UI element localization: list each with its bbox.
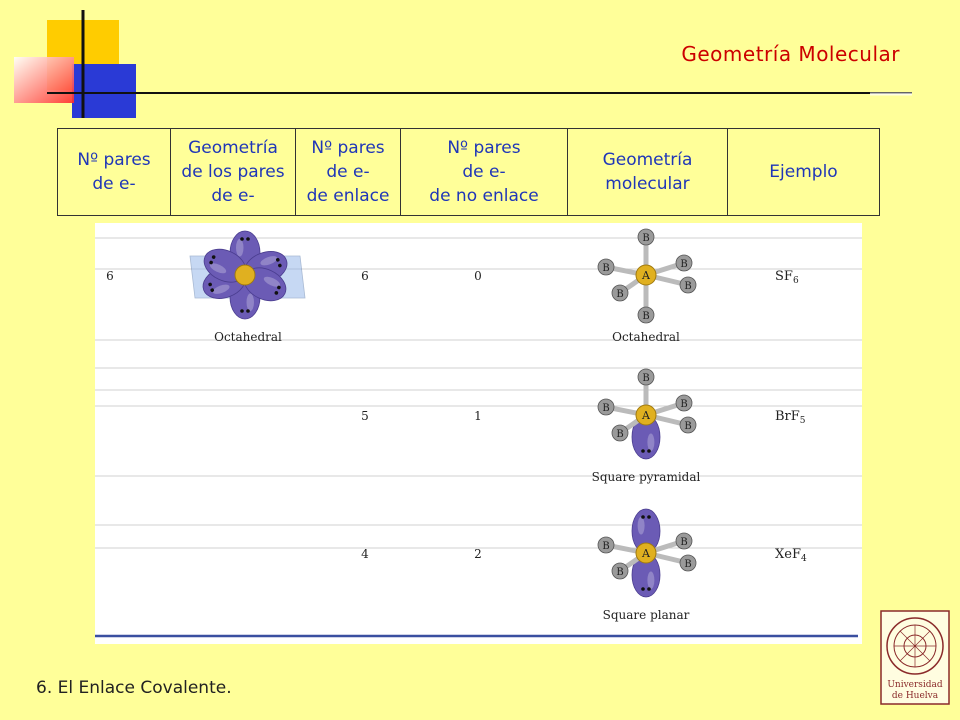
electron-dot: [208, 282, 212, 287]
outer-atom-b: [675, 532, 693, 550]
molecule-square-planar: AB BBB: [597, 508, 697, 598]
central-atom-a: [635, 264, 657, 286]
electron-dot: [240, 309, 244, 313]
electron-dot: [211, 255, 216, 259]
molecule-square-pyramidal: ABB BBB: [597, 368, 697, 460]
header-example: Ejemplo: [728, 128, 880, 216]
cell-example: XeF4: [775, 547, 807, 564]
outer-atom-b: [675, 394, 693, 412]
outer-atom-b: [679, 554, 697, 572]
deco-red-square: [14, 57, 74, 103]
outer-atom-b: [611, 284, 629, 302]
outer-atom-label: B: [616, 429, 623, 440]
slide-footer: 6. El Enlace Covalente.: [36, 678, 232, 698]
electron-dot: [647, 587, 651, 591]
cell-bonding-pairs: 6: [361, 269, 369, 283]
outer-atom-label: B: [642, 233, 649, 244]
cell-example: SF6: [775, 269, 799, 286]
geometry-table-panel: A B B B B B B A B B B B B A B B B B 6 Octahedral 6 0 Octahedra…: [95, 223, 862, 644]
outer-atom-label: B: [602, 263, 609, 274]
central-atom-label: A: [641, 269, 651, 282]
cell-example-subscript: 5: [800, 416, 806, 426]
table-header: Nº pares de e- Geometría de los pares de e-…: [57, 128, 880, 216]
university-seal-logo: Universidad de Huelva: [880, 610, 950, 705]
cell-nonbonding-pairs: 0: [474, 269, 482, 283]
electron-dot: [278, 263, 282, 268]
outer-atom-label: B: [680, 399, 687, 410]
outer-atom-b: [637, 228, 655, 246]
electron-dot: [276, 258, 280, 262]
outer-atom-label: B: [680, 259, 687, 270]
electron-dot: [240, 237, 244, 241]
outer-atom-label: B: [642, 373, 649, 384]
header-molecular-geometry: Geometría molecular: [568, 128, 728, 216]
outer-atom-label: B: [602, 403, 609, 414]
header-nonbonding-pairs: Nº pares de e-de no enlace: [401, 128, 568, 216]
cell-pair-geometry: Octahedral: [214, 330, 282, 344]
electron-dot: [246, 309, 250, 313]
electron-dot: [246, 237, 250, 241]
slide-title: Geometría Molecular: [681, 42, 900, 66]
electron-dot: [209, 260, 213, 265]
outer-atom-b: [675, 254, 693, 272]
cell-example-subscript: 6: [793, 276, 799, 286]
outer-atom-label: B: [616, 567, 623, 578]
cell-molecular-geometry: Square pyramidal: [592, 470, 701, 484]
electron-dot: [641, 515, 645, 519]
outer-atom-b: [679, 276, 697, 294]
header-pair-geometry: Geometría de los pares de e-: [171, 128, 296, 216]
cell-example: BrF5: [775, 409, 806, 426]
electron-dot: [210, 288, 214, 292]
outer-atom-b: [637, 368, 655, 386]
outer-atom-label: B: [684, 421, 691, 432]
central-atom-a: [635, 542, 657, 564]
header-electron-pairs: Nº pares de e-: [57, 128, 171, 216]
electron-dot: [277, 285, 281, 290]
outer-atom-b: [611, 562, 629, 580]
cell-example-subscript: 4: [801, 554, 807, 564]
electron-dot: [274, 291, 279, 295]
outer-atom-b: [597, 398, 615, 416]
outer-atom-label: B: [602, 541, 609, 552]
outer-atom-label: B: [680, 537, 687, 548]
central-atom-label: A: [641, 547, 651, 560]
header-bonding-pairs: Nº pares de e-de enlace: [296, 128, 401, 216]
cell-electron-pairs: 6: [106, 269, 114, 283]
cell-bonding-pairs: 5: [361, 409, 369, 423]
outer-atom-label: B: [684, 281, 691, 292]
cell-nonbonding-pairs: 1: [474, 409, 482, 423]
electron-dot: [647, 449, 651, 453]
electron-dot: [641, 449, 645, 453]
central-atom-a: [635, 404, 657, 426]
cell-bonding-pairs: 4: [361, 547, 369, 561]
electron-dot: [641, 587, 645, 591]
cell-molecular-geometry: Square planar: [603, 608, 690, 622]
cell-nonbonding-pairs: 2: [474, 547, 482, 561]
central-atom-label: A: [641, 409, 651, 422]
cell-molecular-geometry: Octahedral: [612, 330, 680, 344]
electron-dot: [647, 515, 651, 519]
lone-pair-lobe: [631, 508, 661, 554]
outer-atom-label: B: [684, 559, 691, 570]
svg-text:de Huelva: de Huelva: [892, 691, 939, 701]
outer-atom-label: B: [642, 311, 649, 322]
lone-pair-lobe: [631, 414, 661, 460]
outer-atom-label: B: [616, 289, 623, 300]
central-atom: [234, 264, 256, 286]
slide-decoration: [14, 10, 912, 118]
outer-atom-b: [679, 416, 697, 434]
outer-atom-b: [611, 424, 629, 442]
octahedral-pair-geometry-figure: [189, 230, 306, 320]
outer-atom-b: [637, 306, 655, 324]
lone-pair-lobe: [631, 552, 661, 598]
outer-atom-b: [597, 536, 615, 554]
outer-atom-b: [597, 258, 615, 276]
svg-text:Universidad: Universidad: [887, 680, 943, 690]
